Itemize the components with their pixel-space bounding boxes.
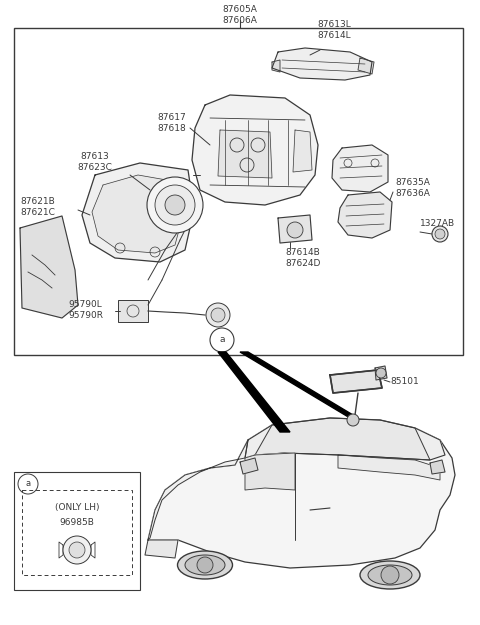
Circle shape [197, 557, 213, 573]
Polygon shape [358, 58, 374, 74]
Polygon shape [218, 130, 272, 178]
Polygon shape [192, 95, 318, 205]
Text: a: a [219, 336, 225, 344]
Text: 87613L
87614L: 87613L 87614L [317, 20, 351, 40]
Ellipse shape [368, 565, 412, 585]
Polygon shape [338, 192, 392, 238]
Circle shape [435, 229, 445, 239]
Text: 1327AB: 1327AB [420, 219, 455, 228]
Circle shape [155, 185, 195, 225]
Polygon shape [145, 540, 178, 558]
Polygon shape [272, 60, 280, 72]
Text: 85101: 85101 [390, 378, 419, 386]
Text: 87635A
87636A: 87635A 87636A [395, 178, 430, 198]
Polygon shape [240, 458, 258, 474]
Polygon shape [148, 440, 248, 540]
Text: 87617
87618: 87617 87618 [157, 113, 186, 133]
Ellipse shape [178, 551, 232, 579]
Polygon shape [92, 175, 183, 253]
Bar [22, 490, 132, 575]
Polygon shape [245, 418, 445, 460]
Circle shape [381, 566, 399, 584]
Polygon shape [240, 352, 358, 418]
Circle shape [347, 414, 359, 426]
Polygon shape [82, 163, 194, 262]
Circle shape [69, 542, 85, 558]
Polygon shape [148, 418, 455, 568]
Text: 87605A
87606A: 87605A 87606A [223, 5, 257, 25]
Text: (ONLY LH): (ONLY LH) [55, 503, 99, 512]
Polygon shape [245, 453, 295, 490]
Circle shape [63, 536, 91, 564]
Text: 96985B: 96985B [60, 518, 95, 527]
Circle shape [432, 226, 448, 242]
Bar [14, 472, 140, 590]
Text: 87613
87623C: 87613 87623C [78, 152, 112, 172]
Polygon shape [375, 366, 387, 380]
Circle shape [165, 195, 185, 215]
Circle shape [287, 222, 303, 238]
Circle shape [147, 177, 203, 233]
Text: 87621B
87621C: 87621B 87621C [20, 197, 55, 217]
Polygon shape [332, 145, 388, 192]
Polygon shape [272, 48, 372, 80]
Circle shape [376, 368, 386, 378]
Bar [14, 28, 463, 355]
Polygon shape [218, 352, 290, 432]
Text: a: a [25, 479, 31, 489]
Text: 87614B
87624D: 87614B 87624D [285, 248, 320, 268]
Polygon shape [20, 216, 78, 318]
Ellipse shape [360, 561, 420, 589]
Polygon shape [255, 418, 430, 460]
Circle shape [211, 308, 225, 322]
Polygon shape [430, 460, 445, 474]
Text: 95790L
95790R: 95790L 95790R [68, 300, 103, 320]
Polygon shape [293, 130, 312, 172]
Circle shape [206, 303, 230, 327]
Ellipse shape [185, 555, 225, 575]
Polygon shape [338, 455, 440, 480]
Polygon shape [278, 215, 312, 243]
Bar [118, 300, 148, 322]
Polygon shape [330, 370, 382, 393]
